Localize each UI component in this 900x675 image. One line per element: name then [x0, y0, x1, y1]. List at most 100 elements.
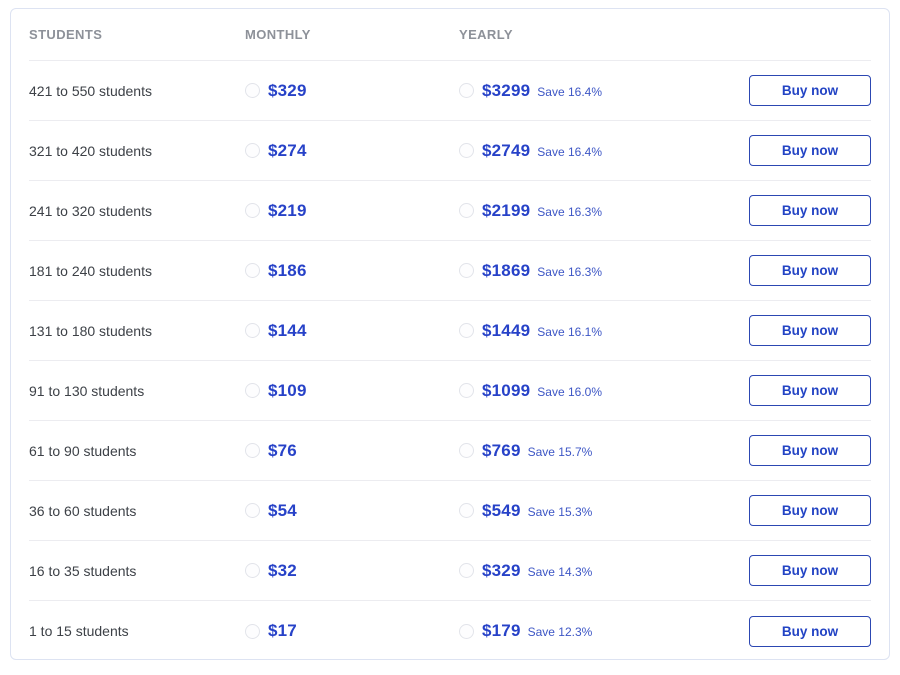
- monthly-option[interactable]: $32: [245, 561, 459, 581]
- save-percentage-label: Save 16.3%: [537, 204, 602, 219]
- save-percentage-label: Save 16.4%: [537, 84, 602, 99]
- table-row: 241 to 320 students $219 $2199 Save 16.3…: [29, 181, 871, 241]
- yearly-price: $179: [482, 621, 521, 640]
- yearly-option[interactable]: $549 Save 15.3%: [459, 501, 749, 521]
- yearly-option[interactable]: $769 Save 15.7%: [459, 441, 749, 461]
- yearly-option[interactable]: $1449 Save 16.1%: [459, 321, 749, 341]
- yearly-price: $2199: [482, 200, 531, 220]
- buy-now-button[interactable]: Buy now: [749, 315, 871, 346]
- table-row: 91 to 130 students $109 $1099 Save 16.0%…: [29, 361, 871, 421]
- monthly-option[interactable]: $17: [245, 621, 459, 641]
- students-range-label: 1 to 15 students: [29, 623, 129, 639]
- yearly-radio-button[interactable]: [459, 443, 474, 458]
- yearly-radio-button[interactable]: [459, 203, 474, 218]
- yearly-price: $769: [482, 440, 521, 460]
- students-range-label: 321 to 420 students: [29, 142, 152, 159]
- column-header-yearly: YEARLY: [459, 27, 513, 42]
- students-range-label: 36 to 60 students: [29, 502, 137, 519]
- save-percentage-label: Save 15.7%: [527, 444, 593, 459]
- students-range-label: 241 to 320 students: [29, 202, 152, 219]
- monthly-price: $329: [268, 80, 307, 100]
- monthly-price: $186: [268, 260, 307, 280]
- save-percentage-label: Save 16.0%: [537, 384, 602, 399]
- yearly-radio-button[interactable]: [459, 83, 474, 98]
- students-range-label: 181 to 240 students: [29, 262, 152, 279]
- monthly-price: $32: [268, 560, 297, 580]
- yearly-price: $2749: [482, 140, 531, 160]
- save-percentage-label: Save 16.1%: [537, 324, 602, 339]
- buy-now-button[interactable]: Buy now: [749, 495, 871, 526]
- save-percentage-label: Save 16.4%: [537, 144, 602, 159]
- monthly-option[interactable]: $144: [245, 321, 459, 341]
- monthly-price: $76: [268, 440, 297, 460]
- monthly-radio-button[interactable]: [245, 563, 260, 578]
- buy-now-button[interactable]: Buy now: [749, 75, 871, 106]
- buy-now-button[interactable]: Buy now: [749, 435, 871, 466]
- buy-now-button[interactable]: Buy now: [749, 195, 871, 226]
- yearly-option[interactable]: $2749 Save 16.4%: [459, 141, 749, 161]
- buy-now-button[interactable]: Buy now: [749, 135, 871, 166]
- yearly-radio-button[interactable]: [459, 383, 474, 398]
- table-row: 181 to 240 students $186 $1869 Save 16.3…: [29, 241, 871, 301]
- yearly-option[interactable]: $329 Save 14.3%: [459, 561, 749, 581]
- yearly-price: $3299: [482, 80, 531, 100]
- monthly-radio-button[interactable]: [245, 323, 260, 338]
- buy-now-button[interactable]: Buy now: [749, 255, 871, 286]
- yearly-radio-button[interactable]: [459, 623, 474, 639]
- table-row: 36 to 60 students $54 $549 Save 15.3% Bu…: [29, 481, 871, 541]
- yearly-price: $329: [482, 560, 521, 580]
- monthly-radio-button[interactable]: [245, 203, 260, 218]
- monthly-radio-button[interactable]: [245, 263, 260, 278]
- monthly-option[interactable]: $76: [245, 441, 459, 461]
- table-row: 321 to 420 students $274 $2749 Save 16.4…: [29, 121, 871, 181]
- monthly-option[interactable]: $274: [245, 141, 459, 161]
- yearly-option[interactable]: $1869 Save 16.3%: [459, 261, 749, 281]
- monthly-option[interactable]: $109: [245, 381, 459, 401]
- yearly-radio-button[interactable]: [459, 563, 474, 578]
- monthly-radio-button[interactable]: [245, 443, 260, 458]
- yearly-option[interactable]: $1099 Save 16.0%: [459, 381, 749, 401]
- table-row: 1 to 15 students $17 $179 Save 12.3% Buy…: [29, 601, 871, 661]
- yearly-option[interactable]: $179 Save 12.3%: [459, 621, 749, 641]
- students-range-label: 421 to 550 students: [29, 82, 152, 99]
- column-header-students: STUDENTS: [29, 27, 103, 42]
- pricing-table: STUDENTS MONTHLY YEARLY 421 to 550 stude…: [10, 8, 890, 660]
- yearly-price: $1449: [482, 320, 531, 340]
- monthly-option[interactable]: $54: [245, 501, 459, 521]
- monthly-radio-button[interactable]: [245, 383, 260, 398]
- monthly-price: $109: [268, 380, 307, 400]
- yearly-radio-button[interactable]: [459, 263, 474, 278]
- monthly-price: $219: [268, 200, 307, 220]
- save-percentage-label: Save 14.3%: [527, 564, 593, 579]
- buy-now-button[interactable]: Buy now: [749, 555, 871, 586]
- monthly-radio-button[interactable]: [245, 503, 260, 518]
- monthly-radio-button[interactable]: [245, 143, 260, 158]
- yearly-radio-button[interactable]: [459, 503, 474, 518]
- monthly-option[interactable]: $186: [245, 261, 459, 281]
- monthly-price: $17: [268, 621, 297, 640]
- table-row: 61 to 90 students $76 $769 Save 15.7% Bu…: [29, 421, 871, 481]
- pricing-rows: 421 to 550 students $329 $3299 Save 16.4…: [29, 61, 871, 661]
- buy-now-button[interactable]: Buy now: [749, 375, 871, 406]
- table-header-row: STUDENTS MONTHLY YEARLY: [29, 9, 871, 61]
- table-row: 16 to 35 students $32 $329 Save 14.3% Bu…: [29, 541, 871, 601]
- save-percentage-label: Save 15.3%: [527, 504, 593, 519]
- students-range-label: 91 to 130 students: [29, 382, 145, 399]
- monthly-radio-button[interactable]: [245, 83, 260, 98]
- yearly-option[interactable]: $3299 Save 16.4%: [459, 81, 749, 101]
- monthly-radio-button[interactable]: [245, 623, 260, 639]
- monthly-option[interactable]: $219: [245, 201, 459, 221]
- monthly-price: $144: [268, 320, 307, 340]
- table-row: 131 to 180 students $144 $1449 Save 16.1…: [29, 301, 871, 361]
- students-range-label: 131 to 180 students: [29, 322, 152, 339]
- yearly-radio-button[interactable]: [459, 143, 474, 158]
- monthly-option[interactable]: $329: [245, 81, 459, 101]
- yearly-price: $1869: [482, 260, 531, 280]
- save-percentage-label: Save 12.3%: [527, 625, 593, 639]
- yearly-price: $1099: [482, 380, 531, 400]
- students-range-label: 16 to 35 students: [29, 562, 137, 579]
- yearly-radio-button[interactable]: [459, 323, 474, 338]
- monthly-price: $274: [268, 140, 307, 160]
- buy-now-button[interactable]: Buy now: [749, 615, 871, 647]
- yearly-option[interactable]: $2199 Save 16.3%: [459, 201, 749, 221]
